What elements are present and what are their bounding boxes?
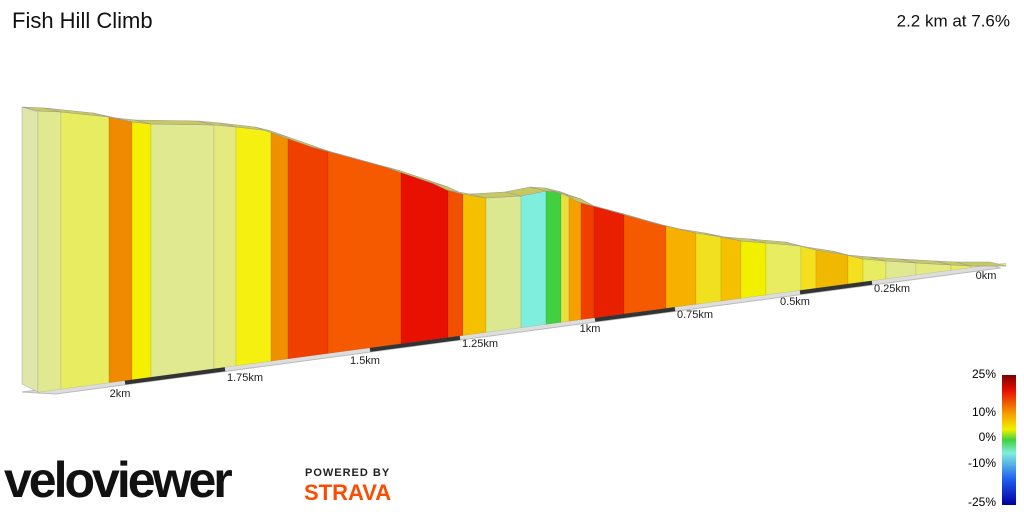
profile-segment: [131, 121, 152, 380]
powered-by: POWERED BY: [305, 467, 390, 479]
legend-label: -10%: [968, 456, 996, 470]
distance-bar: [799, 280, 873, 295]
distance-label: 0km: [976, 270, 997, 282]
legend-label: -25%: [968, 495, 996, 509]
profile-segment: [213, 124, 237, 370]
profile-segment: [270, 130, 289, 362]
distance-label: 0.75km: [677, 309, 713, 321]
legend-label: 10%: [972, 405, 996, 419]
top-surface: [954, 261, 1007, 267]
profile-segment: [593, 205, 625, 319]
gradient-scale: [1002, 375, 1016, 505]
distance-label: 0.25km: [874, 283, 910, 295]
distance-label: 2km: [110, 388, 131, 400]
distance-bar: [369, 335, 461, 352]
profile-segment: [765, 242, 802, 296]
summary: 2.2 km at 7.6%: [897, 11, 1010, 30]
distance-label: 1.5km: [350, 355, 380, 367]
profile-segment: [665, 225, 697, 309]
profile-segment: [150, 123, 215, 378]
profile-segment: [287, 136, 329, 360]
profile-segment: [560, 191, 570, 323]
distance-bar: [124, 367, 226, 385]
distance-label: 1.75km: [227, 372, 263, 384]
distance-label: 1.25km: [462, 338, 498, 350]
logo: veloviewer: [4, 452, 232, 508]
profile-segment: [327, 150, 402, 354]
profile-segment: [485, 195, 522, 333]
legend-label: 0%: [979, 430, 997, 444]
profile-segment: [400, 170, 449, 345]
profile-segment: [580, 198, 595, 320]
profile-segment: [720, 236, 742, 302]
profile-segment: [800, 245, 817, 291]
profile-segment: [462, 193, 487, 336]
profile-segment: [847, 254, 864, 285]
profile-segment: [862, 258, 887, 283]
profile-segment: [815, 249, 849, 289]
distance-label: 0.5km: [780, 296, 810, 308]
profile-segment: [60, 111, 110, 390]
profile-segment: [447, 186, 464, 338]
profile-segment: [520, 190, 547, 328]
profile-segment: [37, 110, 62, 393]
profile-segment: [235, 126, 272, 367]
side-face: [21, 106, 39, 393]
profile-segment: [623, 213, 667, 315]
profile-segment: [568, 194, 582, 322]
profile-segment: [108, 116, 133, 384]
distance-label: 1km: [580, 323, 601, 335]
profile-segment: [695, 232, 722, 305]
title: Fish Hill Climb: [12, 8, 153, 33]
elevation-profile: 2km 1.75km 1.5km 1.25km 1km 0.75km 0.5km 0.25km…: [21, 106, 1007, 400]
distance-bar: [594, 307, 676, 322]
strava: STRAVA: [304, 480, 391, 505]
profile-segment: [545, 190, 562, 325]
legend-label: 25%: [972, 367, 996, 381]
profile-segment: [740, 240, 767, 299]
